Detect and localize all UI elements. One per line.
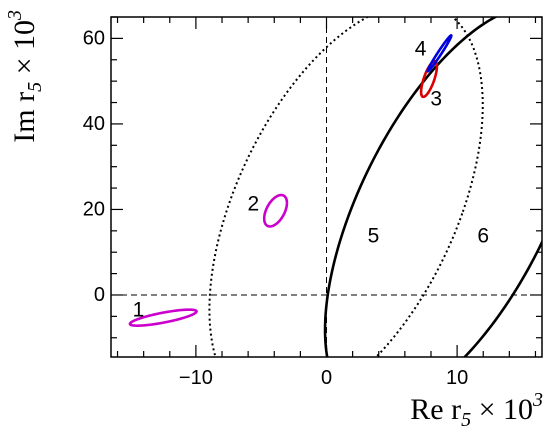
ellipse-4	[426, 34, 453, 73]
x-axis-title: Re r5 × 103	[410, 389, 543, 431]
curve-label-2: 2	[248, 192, 260, 215]
axis-ticks: −10 0 10 0 20 40 60	[83, 16, 542, 389]
y-tick-label: 40	[83, 113, 105, 135]
ellipse-3	[419, 59, 439, 99]
x-tick-label: 0	[321, 367, 332, 389]
y-tick-label: 0	[94, 284, 105, 306]
x-tick-label: −10	[179, 367, 213, 389]
contour-5	[208, 17, 484, 357]
ellipse-2	[262, 193, 289, 228]
y-tick-label: 60	[83, 27, 105, 49]
curve-label-6: 6	[477, 224, 489, 247]
curve-labels: 1 2 3 4 5 6	[133, 38, 489, 322]
curves-group	[128, 17, 542, 357]
curve-label-1: 1	[133, 298, 145, 321]
y-tick-label: 20	[83, 198, 105, 220]
curve-label-3: 3	[430, 88, 442, 111]
x-tick-label: 10	[446, 367, 468, 389]
y-axis-title: Im r5 × 103	[4, 10, 46, 143]
curve-label-5: 5	[368, 224, 380, 247]
contour-6	[323, 17, 542, 357]
curve-label-4: 4	[415, 38, 427, 61]
ellipse-1	[128, 308, 198, 327]
